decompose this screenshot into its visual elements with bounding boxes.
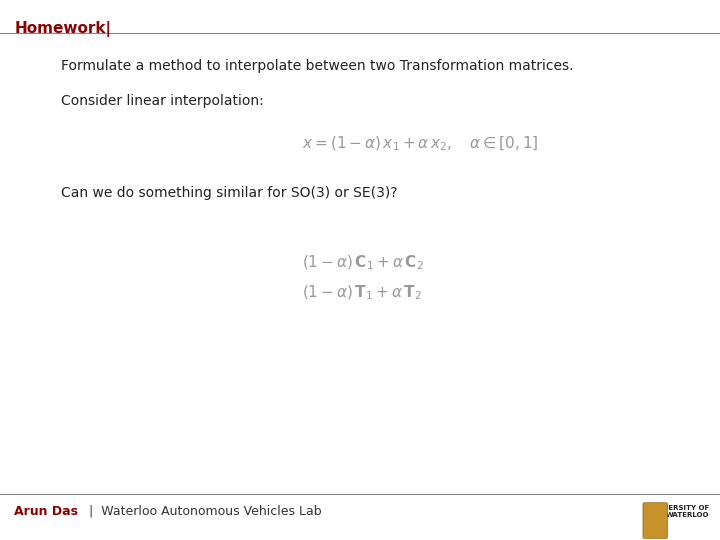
Text: $(1-\alpha)\,\mathbf{T}_1 + \alpha\,\mathbf{T}_2$: $(1-\alpha)\,\mathbf{T}_1 + \alpha\,\mat…: [302, 284, 423, 302]
Text: Can we do something similar for SO(3) or SE(3)?: Can we do something similar for SO(3) or…: [61, 186, 397, 200]
Text: UNIVERSITY OF
WATERLOO: UNIVERSITY OF WATERLOO: [649, 505, 709, 518]
Text: Homework|: Homework|: [14, 21, 112, 37]
Text: $x = (1-\alpha)\,x_1 + \alpha\, x_2, \quad \alpha \in [0,1]$: $x = (1-\alpha)\,x_1 + \alpha\, x_2, \qu…: [302, 135, 539, 153]
Text: Formulate a method to interpolate between two Transformation matrices.: Formulate a method to interpolate betwee…: [61, 59, 574, 73]
Text: Consider linear interpolation:: Consider linear interpolation:: [61, 94, 264, 109]
Text: Arun Das: Arun Das: [14, 505, 78, 518]
Text: |  Waterloo Autonomous Vehicles Lab: | Waterloo Autonomous Vehicles Lab: [85, 505, 322, 518]
Text: $(1-\alpha)\,\mathbf{C}_1 + \alpha\,\mathbf{C}_2$: $(1-\alpha)\,\mathbf{C}_1 + \alpha\,\mat…: [302, 254, 424, 272]
Text: UW: UW: [650, 518, 660, 523]
FancyBboxPatch shape: [643, 503, 667, 538]
